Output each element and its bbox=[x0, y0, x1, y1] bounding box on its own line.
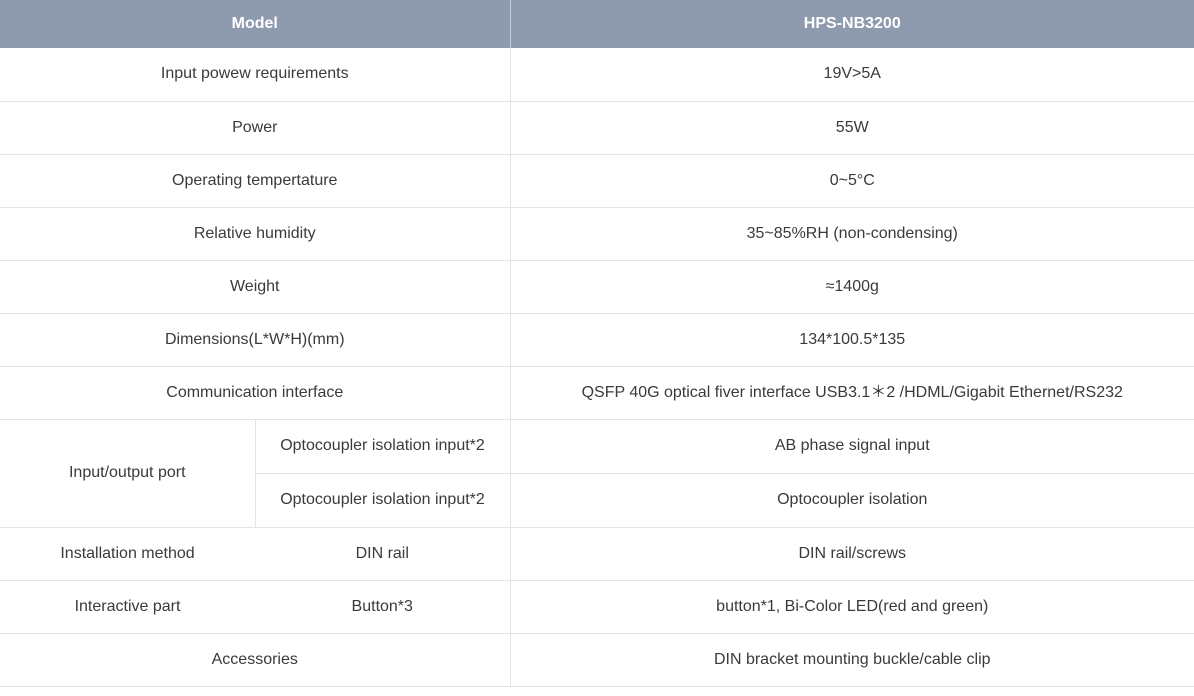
installation-label: Installation method bbox=[0, 527, 255, 581]
header-row: Model HPS-NB3200 bbox=[0, 0, 1194, 48]
row-label: Power bbox=[0, 101, 511, 155]
io-port-sublabel: Optocoupler isolation input*2 bbox=[255, 419, 511, 474]
header-model-value: HPS-NB3200 bbox=[510, 0, 1194, 48]
row-label: Input powew requirements bbox=[0, 48, 511, 102]
row-value: 0~5°C bbox=[510, 154, 1194, 208]
header-model-label: Model bbox=[0, 0, 511, 48]
table-row: Power 55W bbox=[0, 101, 1194, 155]
io-port-sublabel: Optocoupler isolation input*2 bbox=[255, 473, 511, 528]
spec-table-body: Input powew requirements 19V>5A Power 55… bbox=[0, 48, 1194, 687]
table-row: Relative humidity 35~85%RH (non-condensi… bbox=[0, 207, 1194, 261]
table-row: Weight ≈1400g bbox=[0, 260, 1194, 314]
interactive-value: button*1, Bi-Color LED(red and green) bbox=[510, 580, 1194, 634]
io-port-label: Input/output port bbox=[0, 419, 256, 528]
table-row: Operating tempertature 0~5°C bbox=[0, 154, 1194, 208]
row-value: QSFP 40G optical fiver interface USB3.1＊… bbox=[510, 366, 1194, 420]
io-port-value: Optocoupler isolation bbox=[510, 473, 1194, 528]
io-port-value: AB phase signal input bbox=[510, 419, 1194, 474]
row-value: 55W bbox=[510, 101, 1194, 155]
table-row: Input powew requirements 19V>5A bbox=[0, 48, 1194, 102]
table-row-io-1: Input/output port Optocoupler isolation … bbox=[0, 419, 1194, 528]
table-row-interactive: Interactive part Button*3 button*1, Bi-C… bbox=[0, 580, 1194, 634]
interactive-label: Interactive part bbox=[0, 580, 255, 634]
row-label: Dimensions(L*W*H)(mm) bbox=[0, 313, 511, 367]
table-row-installation: Installation method DIN rail DIN rail/sc… bbox=[0, 527, 1194, 581]
row-label: Communication interface bbox=[0, 366, 511, 420]
row-label: Relative humidity bbox=[0, 207, 511, 261]
row-value: 35~85%RH (non-condensing) bbox=[510, 207, 1194, 261]
table-row: Dimensions(L*W*H)(mm) 134*100.5*135 bbox=[0, 313, 1194, 367]
interactive-sublabel: Button*3 bbox=[255, 580, 511, 634]
table-row-accessories: Accessories DIN bracket mounting buckle/… bbox=[0, 633, 1194, 687]
row-label: Weight bbox=[0, 260, 511, 314]
installation-value: DIN rail/screws bbox=[510, 527, 1194, 581]
accessories-value: DIN bracket mounting buckle/cable clip bbox=[510, 633, 1194, 687]
installation-sublabel: DIN rail bbox=[255, 527, 511, 581]
row-value: 134*100.5*135 bbox=[510, 313, 1194, 367]
spec-table-header: Model HPS-NB3200 bbox=[0, 0, 1194, 48]
row-value: ≈1400g bbox=[510, 260, 1194, 314]
row-value: 19V>5A bbox=[510, 48, 1194, 102]
table-row-io-2: Optocoupler isolation input*2 Optocouple… bbox=[0, 473, 1194, 528]
accessories-label: Accessories bbox=[0, 633, 511, 687]
table-row: Communication interface QSFP 40G optical… bbox=[0, 366, 1194, 420]
row-label: Operating tempertature bbox=[0, 154, 511, 208]
